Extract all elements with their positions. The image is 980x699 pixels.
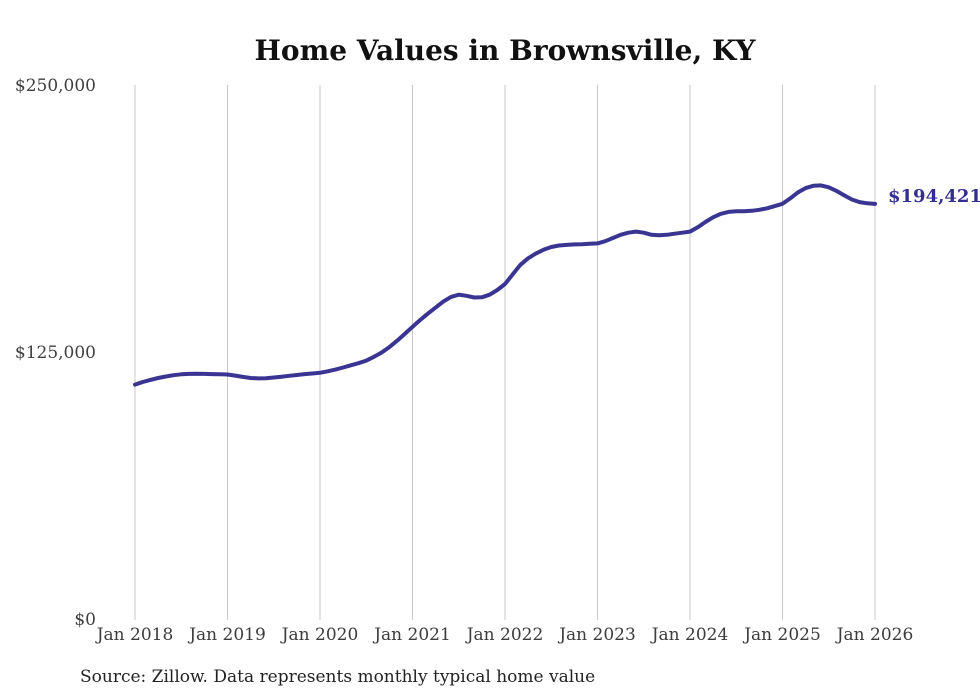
- x-axis-tick-label: Jan 2026: [836, 625, 914, 645]
- y-axis-tick-label: $250,000: [14, 76, 96, 96]
- x-axis-tick-label: Jan 2023: [559, 625, 636, 645]
- current-value-label: $194,421: [888, 186, 980, 207]
- x-axis-tick-label: Jan 2022: [466, 625, 544, 645]
- source-note: Source: Zillow. Data represents monthly …: [80, 667, 596, 687]
- x-axis-tick-label: Jan 2024: [651, 625, 729, 645]
- x-axis-tick-label: Jan 2019: [189, 625, 266, 645]
- y-axis-tick-label: $125,000: [14, 343, 96, 363]
- x-axis-tick-label: Jan 2021: [374, 625, 451, 645]
- x-axis-tick-label: Jan 2018: [96, 625, 174, 645]
- chart-title: Home Values in Brownsville, KY: [254, 34, 756, 67]
- value-line: [133, 183, 877, 387]
- x-axis-tick-label: Jan 2025: [744, 625, 821, 645]
- y-axis-tick-label: $0: [74, 610, 96, 630]
- x-axis-tick-label: Jan 2020: [281, 625, 359, 645]
